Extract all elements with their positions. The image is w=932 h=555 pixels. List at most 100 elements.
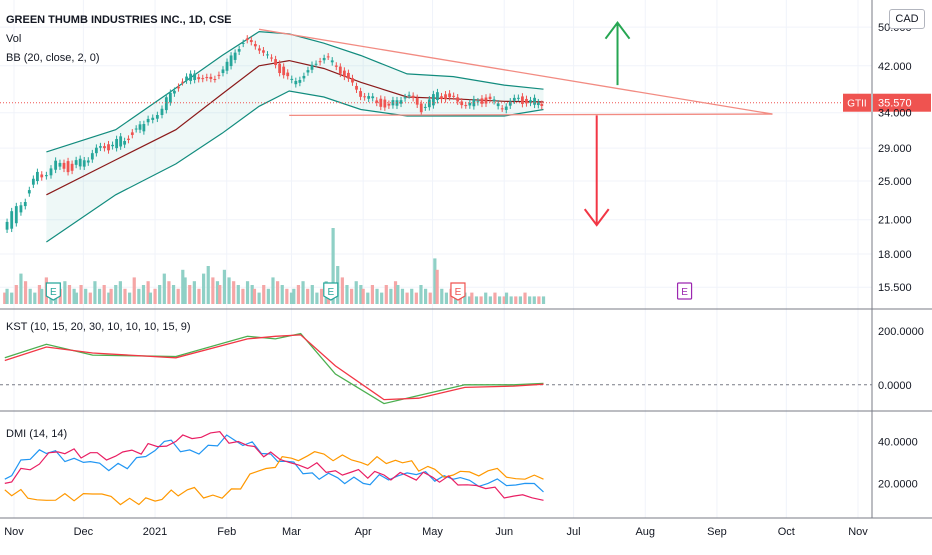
price-tick-label: 15.500: [878, 282, 912, 294]
candle-body: [351, 78, 354, 83]
candle-body: [10, 211, 14, 229]
price-tick-label: 18.000: [878, 249, 912, 261]
candle-body: [460, 101, 464, 106]
candle-body: [164, 97, 168, 111]
candle-body: [31, 178, 35, 185]
volume-bar: [361, 288, 365, 304]
candle-body: [266, 54, 269, 56]
candle-body: [270, 57, 273, 59]
candle-body: [119, 136, 123, 147]
candle-body: [338, 66, 342, 74]
volume-bar: [37, 285, 42, 304]
bb-fill: [46, 31, 544, 242]
volume-bar: [79, 285, 83, 304]
candle-body: [444, 94, 447, 100]
candle-body: [521, 96, 524, 105]
bb-label[interactable]: BB (20, close, 2, 0): [6, 52, 100, 64]
triangle-lower-line: [289, 113, 773, 117]
candle-body: [452, 95, 456, 97]
volume-bar: [241, 288, 245, 304]
volume-bar: [380, 292, 384, 304]
candle-body: [504, 106, 508, 110]
volume-bar: [440, 288, 444, 304]
volume-bar: [289, 292, 294, 304]
volume-bar: [118, 281, 122, 304]
candle-body: [330, 60, 334, 63]
dmi-label[interactable]: DMI (14, 14): [6, 428, 68, 440]
dmi-pane: 40.0000 20.0000: [4, 431, 918, 506]
volume-bar: [102, 285, 106, 304]
volume-bar: [467, 296, 472, 304]
volume-bar: [266, 288, 270, 304]
volume-bar: [340, 277, 344, 304]
volume-bar: [19, 273, 23, 304]
time-tick-label: Jul: [567, 526, 581, 538]
kst-tick-label: 0.0000: [878, 380, 912, 392]
candle-body: [54, 160, 58, 170]
volume-bar: [345, 285, 349, 304]
volume-bar: [5, 288, 9, 304]
volume-bar: [518, 296, 522, 304]
candle-body: [5, 221, 9, 230]
vol-label[interactable]: Vol: [6, 33, 22, 45]
volume-bar: [428, 292, 432, 304]
candle-body: [127, 138, 130, 140]
candle-body: [213, 79, 217, 81]
candle-body: [160, 108, 164, 115]
candle-body: [49, 168, 53, 176]
candle-body: [99, 146, 102, 148]
volume-bar: [354, 281, 358, 304]
volume-bar: [123, 288, 127, 304]
volume-bar: [197, 288, 201, 304]
candle-body: [342, 70, 346, 77]
candle-body: [464, 105, 468, 107]
candle-body: [540, 103, 544, 107]
volume-bar: [537, 296, 541, 304]
volume-bar: [435, 269, 439, 304]
candle-body: [431, 94, 435, 106]
volume-bar: [504, 292, 509, 304]
candle-body: [468, 102, 472, 106]
candle-body: [225, 61, 229, 71]
candle-body: [193, 73, 197, 80]
volume-bar: [218, 285, 222, 304]
volume-bar: [262, 285, 266, 304]
earnings-marker: [450, 282, 466, 301]
volume-bar: [132, 277, 136, 304]
volume-bar: [63, 281, 67, 304]
candle-body: [205, 77, 209, 79]
volume-bar: [222, 269, 227, 304]
currency-button[interactable]: CAD: [889, 9, 925, 29]
time-tick-label: 2021: [143, 526, 167, 538]
candle-body: [423, 106, 427, 108]
candle-body: [86, 160, 90, 163]
candle-body: [201, 78, 205, 80]
candle-body: [197, 77, 201, 80]
volume-bar: [67, 285, 72, 304]
candle-body: [533, 97, 536, 105]
candle-body: [448, 93, 451, 98]
volume-bar: [423, 288, 428, 304]
candle-body: [440, 96, 443, 100]
volume-bar: [474, 296, 479, 304]
kst-label[interactable]: KST (10, 15, 20, 30, 10, 10, 10, 15, 9): [6, 321, 191, 333]
candle-body: [529, 100, 532, 103]
candle-body: [334, 65, 338, 67]
triangle-upper-line: [259, 28, 773, 115]
candle-body: [427, 99, 431, 108]
time-tick-label: Oct: [778, 526, 795, 538]
earnings-marker: [676, 282, 693, 300]
candle-body: [233, 52, 237, 60]
candle-body: [23, 202, 27, 207]
volume-bar: [315, 292, 319, 304]
symbol-title: GREEN THUMB INDUSTRIES INC., 1D, CSE: [6, 14, 232, 26]
earnings-label: E: [50, 287, 57, 298]
grid: [0, 0, 872, 518]
candle-body: [36, 171, 39, 182]
candle-body: [302, 75, 306, 79]
volume-bar: [366, 292, 370, 304]
candle-body: [229, 55, 233, 67]
volume-bar: [541, 296, 546, 304]
